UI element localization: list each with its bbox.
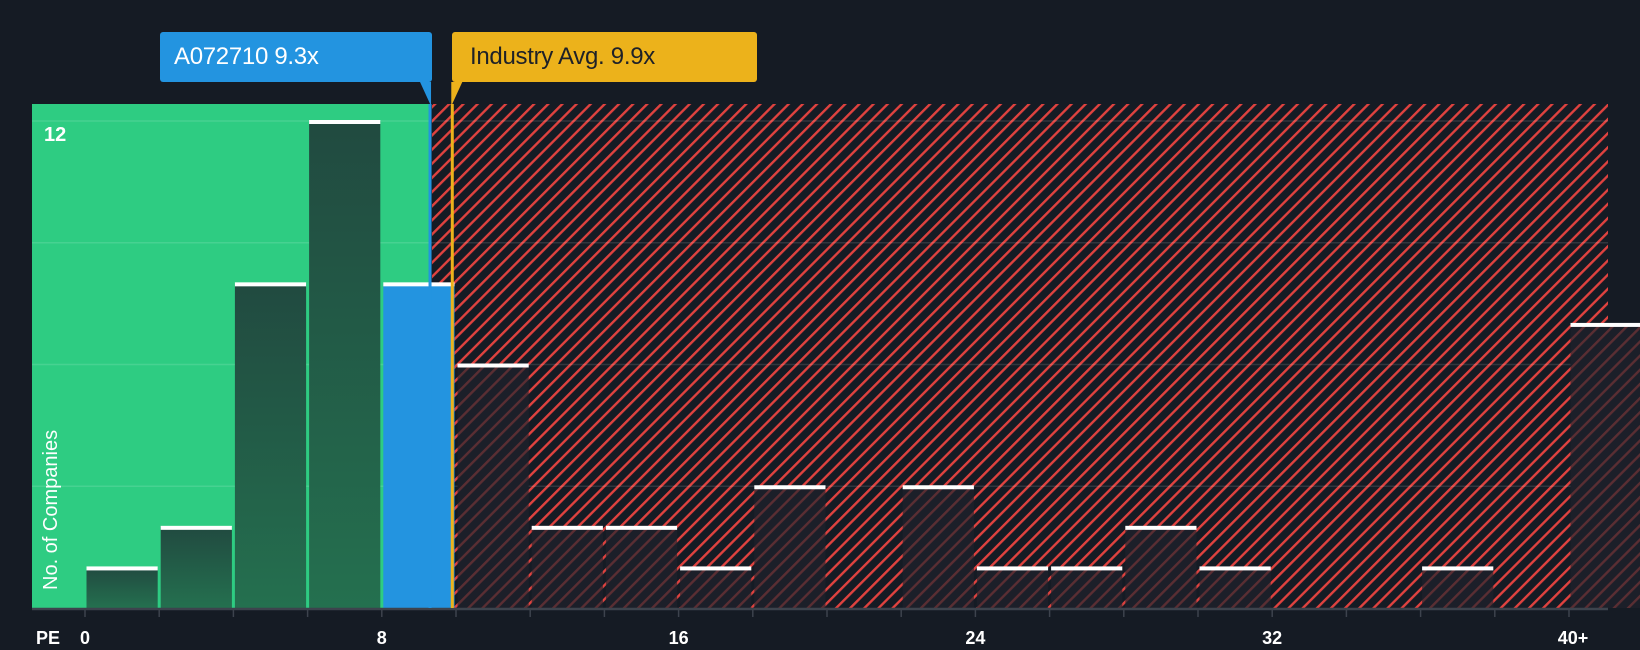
bar-top-cap <box>309 120 381 124</box>
histogram-bar <box>234 283 307 608</box>
bars <box>86 120 1640 608</box>
bar-top-cap <box>680 566 752 571</box>
bar-top-cap <box>234 282 307 287</box>
bar-top-cap <box>1051 566 1123 571</box>
bar-top-cap <box>605 525 678 530</box>
x-axis-title: PE <box>36 628 61 648</box>
histogram-bar <box>160 526 232 608</box>
histogram-bar <box>902 486 974 608</box>
bar-top-cap <box>976 566 1049 571</box>
value-markers <box>420 82 463 608</box>
histogram-bar <box>383 283 455 608</box>
x-axis <box>32 607 1608 617</box>
histogram-bar <box>1051 567 1123 608</box>
y-axis-title: No. of Companies <box>40 429 62 590</box>
histogram-bar <box>680 567 752 608</box>
x-tick-label: 32 <box>1262 628 1283 648</box>
industry-callout-pointer <box>451 82 463 106</box>
industry-avg-callout: Industry Avg. 9.9x <box>452 32 757 82</box>
histogram-bar <box>976 567 1049 608</box>
histogram-bar <box>1125 526 1197 608</box>
bar-top-cap <box>86 566 158 571</box>
bar-top-cap <box>457 363 529 368</box>
histogram-bar <box>605 526 678 608</box>
company-callout-pointer <box>420 82 432 106</box>
histogram-bar <box>1422 567 1494 608</box>
bar-top-cap <box>1199 566 1271 571</box>
y-axis-max-label: 12 <box>44 124 67 146</box>
histogram-bar <box>86 567 158 608</box>
x-tick-label: 8 <box>376 628 387 648</box>
bar-top-cap <box>1125 525 1197 530</box>
bar-top-cap <box>902 485 974 490</box>
bar-top-cap <box>531 525 603 530</box>
bar-top-cap <box>1422 566 1494 571</box>
x-tick-label: 16 <box>668 628 689 648</box>
bar-top-cap <box>1570 322 1640 327</box>
histogram-bar <box>309 121 381 608</box>
company-pe-line <box>428 104 432 608</box>
histogram-bar <box>531 526 603 608</box>
x-tick-label: 40+ <box>1557 628 1589 648</box>
histogram-bar <box>457 364 529 608</box>
bar-top-cap <box>383 282 455 287</box>
x-tick-label: 0 <box>79 628 91 648</box>
company-pe-callout: A072710 9.3x <box>160 32 432 82</box>
bar-top-cap <box>160 525 232 530</box>
histogram-bar <box>1570 323 1640 608</box>
histogram-bar <box>1199 567 1271 608</box>
histogram-bar <box>754 486 826 608</box>
x-tick-label: 24 <box>965 628 986 648</box>
overvalued-region <box>432 104 1608 608</box>
industry-avg-line <box>450 104 454 608</box>
bar-top-cap <box>754 485 826 490</box>
